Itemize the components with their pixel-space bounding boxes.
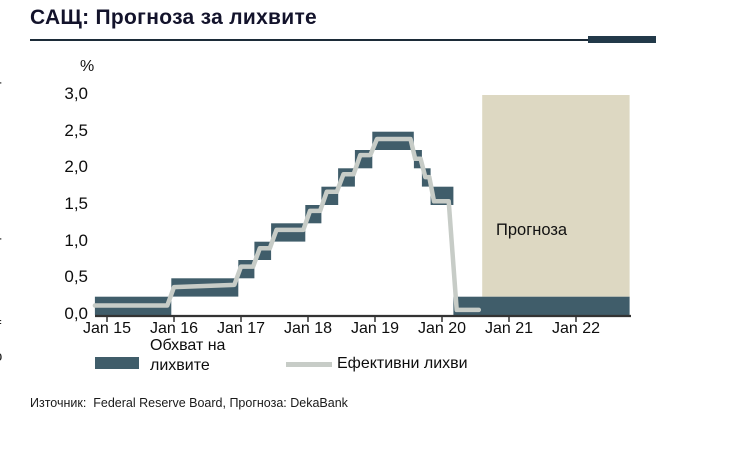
forecast-region-label: Прогноза bbox=[496, 221, 568, 239]
edge-fragment: o bbox=[0, 348, 2, 365]
title-rule-accent bbox=[588, 36, 656, 43]
edge-fragment: - bbox=[0, 74, 2, 91]
legend-label-range: Обхват на лихвите bbox=[150, 337, 226, 374]
title-rule bbox=[30, 39, 588, 41]
legend-label-effective: Ефективни лихви bbox=[337, 355, 468, 372]
legend-swatch-range bbox=[95, 357, 139, 369]
source-text: Източник: Federal Reserve Board, Прогноз… bbox=[30, 396, 348, 410]
edge-fragment: - bbox=[0, 230, 2, 247]
y-axis-unit-label: % bbox=[80, 58, 95, 75]
edge-fragment: f bbox=[0, 318, 1, 335]
legend-swatch-effective bbox=[286, 362, 332, 367]
page-title: САЩ: Прогноза за лихвите bbox=[30, 6, 318, 29]
